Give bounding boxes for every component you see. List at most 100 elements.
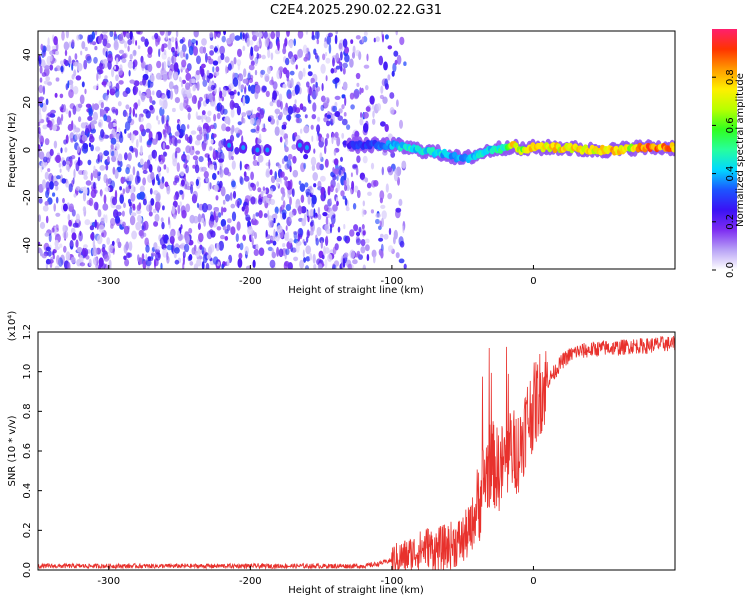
- noise-blob: [129, 79, 135, 84]
- noise-blob: [121, 210, 125, 217]
- noise-blob: [118, 134, 124, 144]
- noise-blob: [87, 116, 93, 121]
- noise-blob: [77, 156, 81, 167]
- noise-blob: [362, 155, 368, 164]
- noise-blob: [181, 87, 186, 96]
- noise-blob: [399, 119, 403, 129]
- x-tick-label: -200: [239, 576, 262, 587]
- noise-blob: [49, 181, 54, 190]
- noise-blob: [114, 169, 119, 179]
- noise-blob: [306, 81, 310, 88]
- noise-blob: [74, 53, 78, 60]
- noise-blob: [199, 46, 205, 54]
- noise-blob: [212, 172, 217, 181]
- noise-blob: [67, 213, 71, 221]
- noise-blob: [179, 39, 184, 44]
- noise-blob: [147, 52, 153, 59]
- noise-blob: [312, 253, 316, 264]
- noise-blob: [234, 35, 241, 41]
- noise-blob: [62, 224, 66, 233]
- noise-blob: [127, 198, 132, 204]
- noise-blob: [190, 184, 194, 195]
- noise-blob: [123, 202, 126, 209]
- noise-blob: [93, 56, 98, 64]
- noise-blob: [271, 248, 275, 257]
- noise-blob: [330, 118, 334, 127]
- noise-blob: [222, 207, 227, 213]
- noise-blob: [173, 194, 177, 201]
- noise-blob: [383, 61, 388, 71]
- noise-blob: [337, 115, 343, 121]
- noise-blob: [119, 160, 123, 168]
- noise-blob: [118, 34, 124, 42]
- noise-blob: [61, 104, 64, 110]
- noise-blob: [137, 99, 141, 107]
- noise-blob: [325, 96, 330, 104]
- noise-blob: [295, 117, 300, 124]
- noise-blob: [249, 39, 254, 46]
- noise-blob: [375, 213, 381, 219]
- noise-blob: [322, 53, 326, 61]
- x-tick-label: -100: [381, 576, 404, 587]
- noise-blob: [304, 114, 308, 119]
- noise-blob: [267, 49, 271, 59]
- noise-blob: [282, 124, 287, 130]
- noise-blob: [194, 159, 199, 167]
- noise-blob: [111, 150, 115, 157]
- noise-blob: [111, 196, 118, 206]
- noise-blob: [272, 90, 277, 101]
- noise-blob: [167, 40, 172, 51]
- noise-blob: [232, 77, 239, 87]
- noise-blob: [261, 54, 266, 60]
- noise-blob: [105, 51, 108, 58]
- noise-blob: [79, 262, 86, 267]
- noise-blob: [168, 81, 174, 90]
- noise-blob: [49, 120, 53, 131]
- noise-blob: [103, 114, 108, 122]
- colorbar-ticks: 0.0 0.2 0.4 0.6 0.8: [712, 69, 736, 278]
- noise-blob: [403, 263, 407, 269]
- noise-blob: [359, 118, 364, 126]
- snr-series: [38, 335, 675, 570]
- noise-blob: [47, 168, 51, 173]
- noise-blob: [272, 240, 277, 246]
- noise-blob: [194, 164, 200, 174]
- noise-blob: [45, 215, 49, 224]
- noise-blob: [213, 207, 219, 212]
- noise-blob: [38, 214, 41, 223]
- noise-blob: [303, 153, 309, 160]
- noise-blob: [74, 133, 79, 141]
- noise-blob: [138, 90, 142, 97]
- noise-blob: [237, 48, 242, 58]
- colorbar-gradient: [712, 29, 737, 270]
- noise-blob: [55, 185, 59, 191]
- noise-blob: [111, 128, 117, 138]
- noise-blob: [45, 258, 51, 265]
- noise-blob: [282, 67, 288, 75]
- noise-blob: [269, 188, 274, 195]
- noise-blob: [104, 75, 108, 80]
- noise-blob: [353, 90, 360, 100]
- noise-blob: [118, 153, 123, 162]
- noise-blob: [269, 79, 275, 86]
- noise-blob: [270, 175, 276, 184]
- noise-blob: [68, 41, 72, 48]
- noise-blob: [98, 122, 102, 127]
- noise-blob: [118, 80, 124, 85]
- noise-blob: [49, 148, 54, 157]
- noise-blob: [44, 201, 49, 206]
- noise-blob: [358, 51, 362, 61]
- noise-blob: [290, 56, 296, 65]
- noise-blob: [324, 158, 329, 168]
- noise-blob: [44, 138, 50, 146]
- noise-blob: [221, 263, 225, 269]
- noise-blob: [185, 72, 192, 81]
- noise-blob: [71, 39, 75, 48]
- noise-blob: [214, 184, 219, 192]
- noise-blob: [332, 246, 337, 255]
- noise-blob: [113, 41, 119, 51]
- noise-blob: [256, 124, 260, 132]
- noise-blob: [250, 196, 256, 205]
- ridge-cell: [671, 146, 675, 153]
- noise-blob: [206, 254, 212, 260]
